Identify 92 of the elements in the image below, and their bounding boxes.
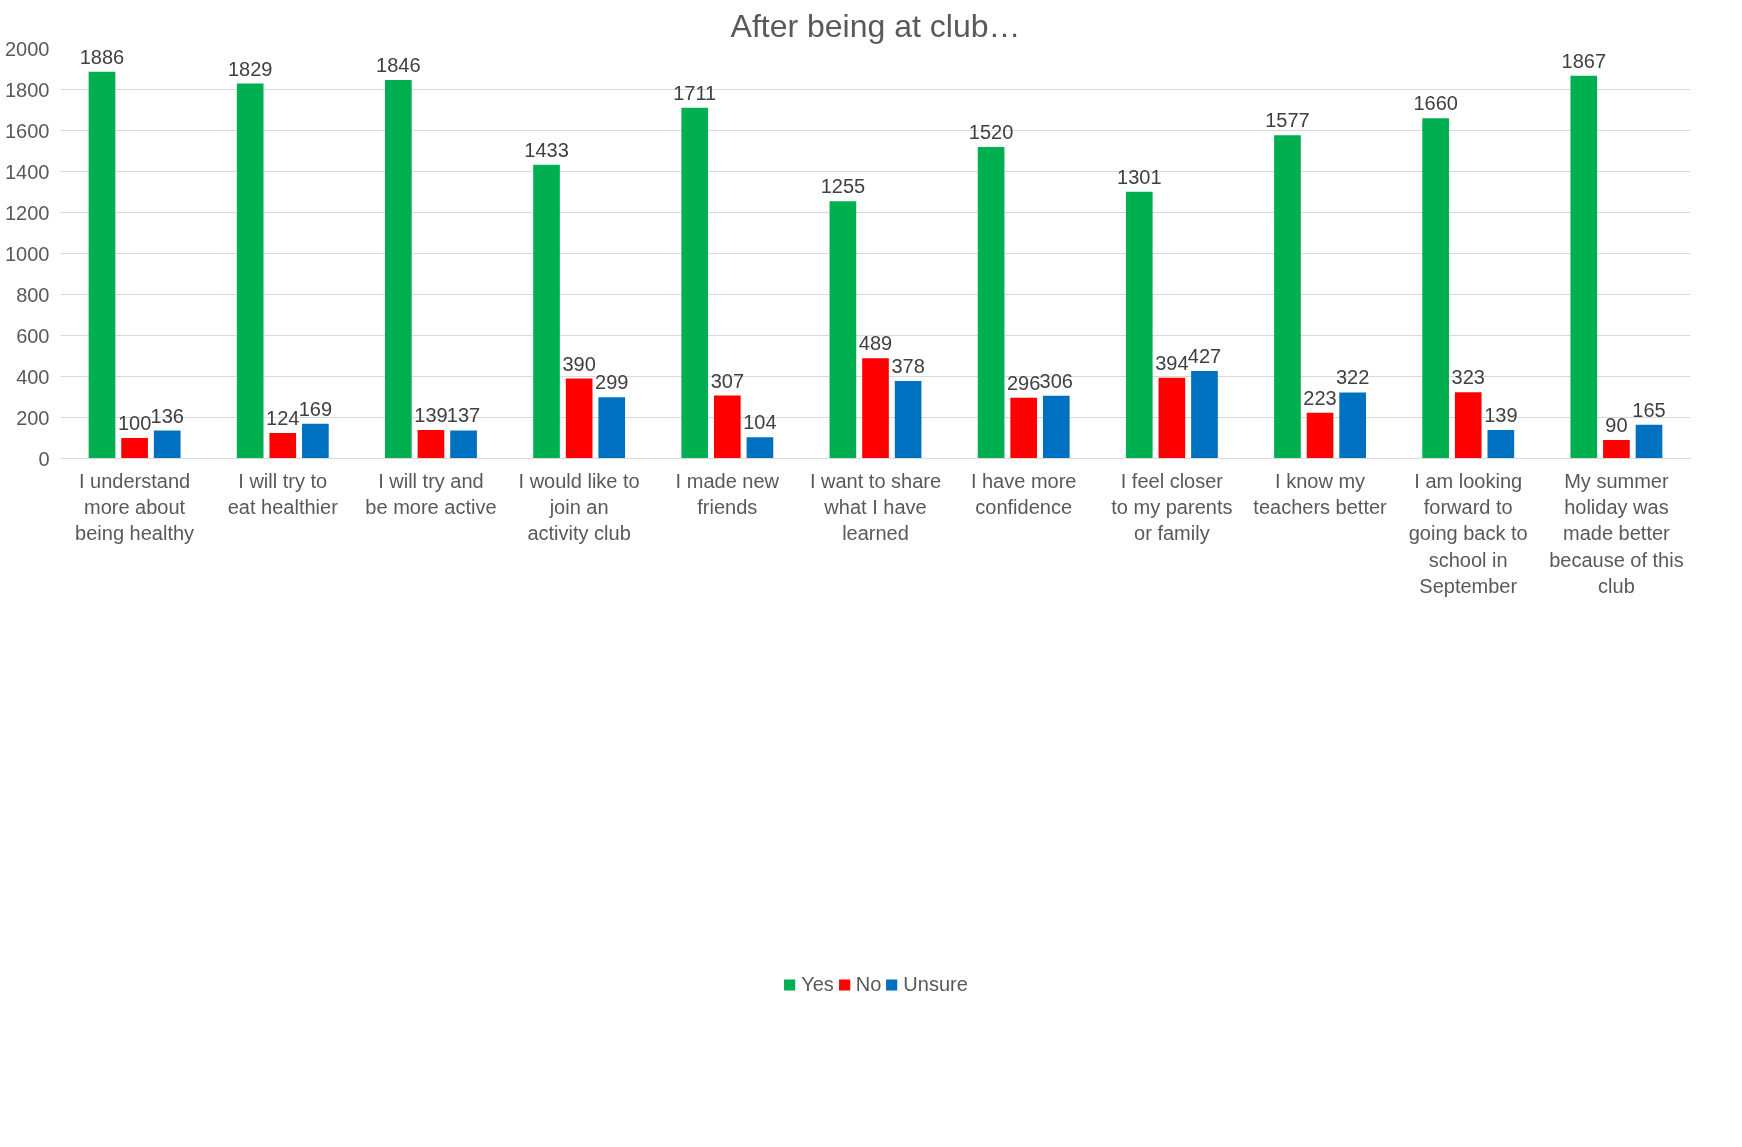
bar — [533, 164, 560, 459]
data-label: 378 — [891, 355, 925, 378]
bar — [1125, 191, 1153, 459]
data-label: 1301 — [1117, 165, 1162, 188]
data-label: 169 — [298, 397, 333, 420]
y-tick-label: 400 — [16, 365, 50, 388]
bar — [153, 430, 181, 459]
y-tick-label: 1200 — [5, 201, 50, 224]
bar — [829, 201, 857, 459]
bar — [88, 71, 116, 459]
data-label: 1846 — [376, 54, 421, 77]
bar — [121, 438, 148, 459]
y-tick-label: 1400 — [5, 160, 50, 183]
data-label: 307 — [710, 369, 745, 392]
data-label: 1433 — [524, 138, 569, 161]
data-label: 1660 — [1413, 92, 1458, 115]
y-tick-label: 1800 — [5, 78, 50, 101]
data-label: 136 — [150, 404, 184, 427]
y-tick-label: 1600 — [5, 119, 50, 142]
bar — [1158, 377, 1186, 459]
x-tick-label: My summer holiday was made better because of this club — [1549, 469, 1684, 598]
x-tick-label: I want to share what I have learned — [809, 469, 942, 545]
legend-label: Yes — [801, 972, 834, 996]
legend-label: Unsure — [903, 972, 968, 996]
data-label: 223 — [1303, 386, 1337, 409]
x-tick-label: I will try and be more active — [365, 469, 497, 518]
bar — [1635, 424, 1663, 459]
bar — [450, 430, 477, 459]
x-tick-label: I would like to join an activity club — [518, 469, 640, 545]
x-tick-label: I am looking forward to going back to school in September — [1408, 469, 1528, 598]
bar — [977, 146, 1005, 459]
bar — [1487, 430, 1515, 459]
bar — [417, 430, 445, 459]
bar — [236, 83, 264, 459]
x-tick-label: I made new friends — [675, 469, 780, 518]
bar — [894, 381, 922, 459]
data-label: 1711 — [673, 81, 717, 104]
data-label: 1577 — [1265, 109, 1310, 132]
x-tick-label: I understand more about being healthy — [75, 469, 195, 545]
data-label: 1520 — [968, 120, 1014, 143]
bar — [565, 378, 593, 459]
data-label: 139 — [414, 404, 448, 427]
data-label: 296 — [1007, 371, 1041, 394]
data-label: 323 — [1451, 366, 1485, 389]
data-label: 165 — [1632, 398, 1666, 421]
bar — [746, 437, 774, 459]
bar — [1010, 397, 1038, 459]
x-tick-label: I know my teachers better — [1253, 469, 1388, 518]
data-label: 100 — [117, 412, 152, 434]
bar — [713, 395, 741, 459]
bar — [1422, 118, 1449, 459]
y-tick-label: 600 — [16, 324, 50, 347]
x-tick-label: I will try to eat healthier — [227, 469, 339, 518]
chart-title: After being at club… — [730, 7, 1021, 44]
x-tick-label: I feel closer to my parents or family — [1111, 469, 1233, 545]
bar — [1339, 392, 1366, 459]
bar — [1191, 370, 1218, 459]
data-label: 137 — [446, 404, 481, 427]
data-label: 427 — [1187, 344, 1222, 367]
bar — [1570, 75, 1598, 459]
x-tick-label: I have more confidence — [970, 469, 1077, 518]
data-label: 90 — [1605, 414, 1628, 437]
y-tick-label: 1000 — [5, 242, 50, 265]
data-label: 306 — [1039, 369, 1073, 392]
data-label: 1867 — [1561, 49, 1607, 72]
bar — [1042, 395, 1070, 459]
data-label: 1886 — [79, 45, 125, 68]
y-tick-label: 800 — [16, 283, 50, 306]
data-label: 299 — [595, 371, 629, 394]
data-label: 104 — [743, 411, 777, 434]
data-label: 489 — [858, 332, 893, 355]
legend-label: No — [855, 972, 882, 996]
y-tick-label: 200 — [16, 406, 50, 429]
bar — [302, 423, 329, 459]
bar — [862, 358, 889, 459]
data-label: 139 — [1484, 404, 1518, 427]
bar — [269, 433, 297, 459]
y-tick-label: 2000 — [5, 37, 50, 60]
y-tick-label: 0 — [38, 447, 50, 470]
data-label: 322 — [1335, 366, 1370, 389]
data-label: 124 — [266, 407, 300, 430]
data-label: 1829 — [227, 57, 273, 80]
bar — [1454, 392, 1482, 459]
data-label: 390 — [562, 352, 596, 375]
bar — [598, 397, 626, 459]
bar — [1274, 135, 1301, 459]
bar — [1603, 440, 1630, 459]
bar — [1306, 412, 1334, 459]
data-label: 394 — [1155, 351, 1189, 374]
bar — [681, 107, 709, 459]
data-label: 1255 — [820, 175, 866, 198]
bar — [385, 80, 412, 459]
